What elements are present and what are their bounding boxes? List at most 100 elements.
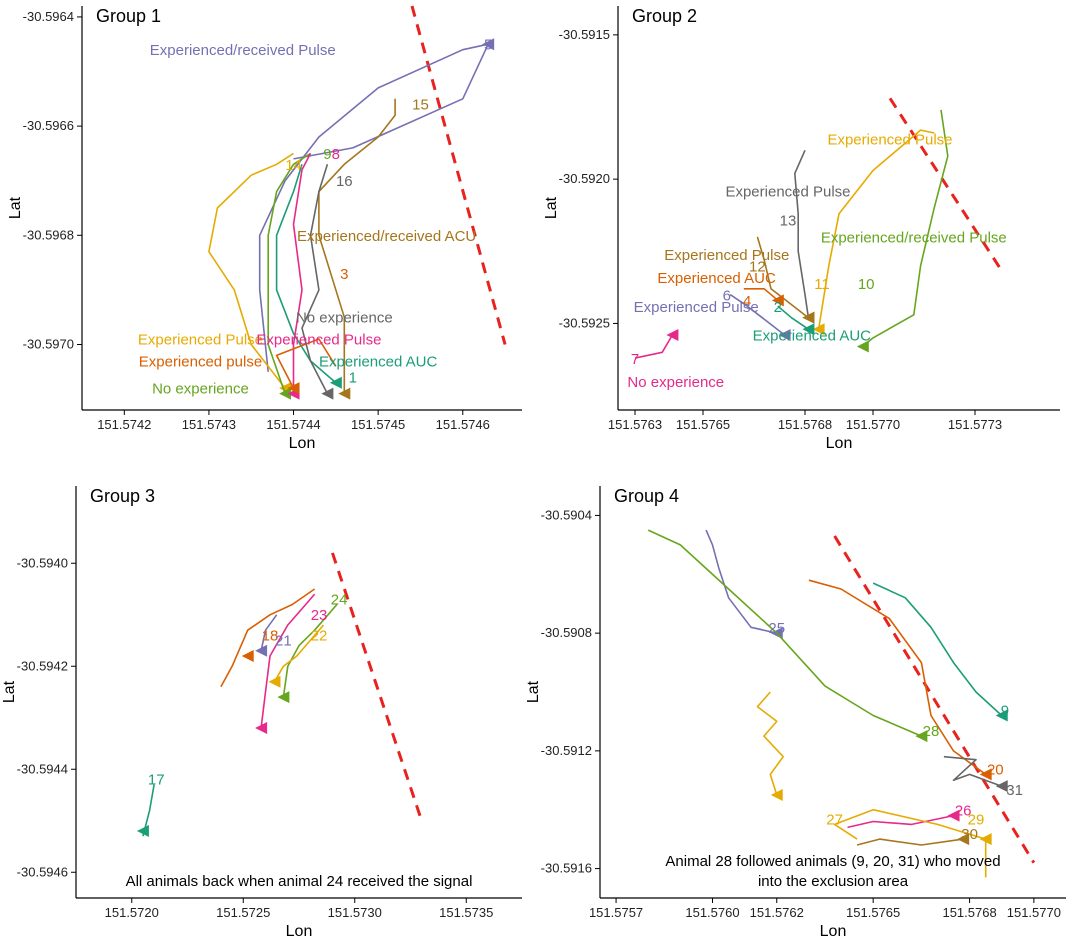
x-tick-label: 151.5760 bbox=[685, 905, 739, 920]
x-tick-label: 151.5742 bbox=[97, 417, 151, 432]
animal-track bbox=[856, 838, 964, 846]
track-end-marker bbox=[995, 780, 1008, 793]
x-tick-label: 151.5773 bbox=[948, 417, 1002, 432]
y-tick-label: -30.5946 bbox=[17, 864, 68, 879]
exclusion-boundary-line bbox=[833, 535, 1036, 864]
track-end-marker bbox=[255, 644, 268, 657]
track-end-marker bbox=[856, 340, 869, 353]
animal-track bbox=[220, 588, 316, 688]
panel-1: 151.5742 151.5743 151.5744 151.5745 151.5746… bbox=[7, 5, 522, 452]
track-end-marker bbox=[241, 649, 254, 662]
animal-id-label: 24 bbox=[331, 591, 348, 608]
animal-id-label: 16 bbox=[336, 173, 353, 190]
group-annotation: Experienced Pulse bbox=[634, 299, 759, 316]
panel-title: Group 4 bbox=[614, 486, 679, 506]
animal-id-label: 17 bbox=[148, 772, 165, 789]
animal-id-label: 4 bbox=[743, 293, 751, 310]
animal-track bbox=[208, 152, 294, 389]
exclusion-boundary-line bbox=[331, 552, 424, 822]
y-tick-label: -30.5920 bbox=[559, 171, 610, 186]
panel-note: into the exclusion area bbox=[758, 873, 909, 890]
animal-id-label: 20 bbox=[987, 761, 1004, 778]
track-end-marker bbox=[255, 722, 268, 735]
track-end-marker bbox=[947, 809, 960, 822]
panel-title: Group 2 bbox=[632, 6, 697, 26]
animal-track bbox=[872, 582, 1003, 717]
animal-track bbox=[847, 814, 954, 829]
y-axis-title: Lat bbox=[1, 680, 18, 703]
animal-id-label: 25 bbox=[768, 620, 785, 637]
animal-id-label: 22 bbox=[311, 628, 328, 645]
track-end-marker bbox=[979, 833, 992, 846]
y-tick-label: -30.5908 bbox=[541, 625, 592, 640]
track-end-marker bbox=[770, 789, 783, 801]
y-tick-label: -30.5912 bbox=[541, 743, 592, 758]
x-tick-label: 151.5762 bbox=[750, 905, 804, 920]
track-end-marker bbox=[321, 387, 334, 400]
animal-track bbox=[260, 614, 278, 651]
animal-id-label: 15 bbox=[412, 97, 429, 114]
track-end-marker bbox=[771, 294, 784, 307]
track-end-marker bbox=[979, 768, 992, 781]
animal-id-label: 10 bbox=[858, 276, 875, 293]
x-tick-label: 151.5746 bbox=[436, 417, 490, 432]
group-annotation: Experienced Pulse bbox=[256, 331, 381, 348]
exclusion-boundary-line bbox=[888, 97, 1004, 273]
x-tick-label: 151.5768 bbox=[778, 417, 832, 432]
animal-id-label: 11 bbox=[814, 276, 830, 293]
track-end-marker bbox=[136, 825, 149, 838]
track-end-marker bbox=[957, 833, 970, 846]
track-end-marker bbox=[268, 675, 281, 688]
x-tick-label: 151.5770 bbox=[846, 417, 900, 432]
track-end-marker bbox=[812, 323, 825, 336]
y-tick-label: -30.5968 bbox=[23, 227, 74, 242]
animal-id-label: 9 bbox=[1001, 703, 1009, 720]
animal-id-label: 1 bbox=[349, 370, 357, 387]
y-tick-label: -30.5942 bbox=[17, 658, 68, 673]
animal-id-label: 6 bbox=[723, 287, 731, 304]
animal-id-label: 7 bbox=[631, 351, 639, 368]
animal-track bbox=[729, 293, 786, 336]
track-end-marker bbox=[915, 730, 928, 743]
track-end-marker bbox=[778, 328, 791, 341]
animal-track bbox=[833, 808, 987, 878]
track-end-marker bbox=[338, 387, 351, 400]
group-annotation: No experience bbox=[152, 381, 249, 398]
x-tick-label: 151.5757 bbox=[589, 905, 643, 920]
exclusion-boundary-line bbox=[410, 5, 507, 345]
panel-note: All animals back when animal 24 received… bbox=[126, 873, 473, 890]
track-end-marker bbox=[482, 38, 495, 51]
panel-4: 151.5757 151.5760 151.5762 151.5765 151.5768… bbox=[525, 486, 1066, 936]
x-tick-label: 151.5725 bbox=[216, 905, 270, 920]
x-axis-title: Lon bbox=[820, 923, 847, 936]
y-tick-label: -30.5915 bbox=[559, 27, 610, 42]
animal-id-label: 27 bbox=[826, 811, 843, 828]
animal-id-label: 2 bbox=[774, 299, 782, 316]
x-tick-label: 151.5730 bbox=[328, 905, 382, 920]
group-annotation: No experience bbox=[627, 374, 724, 391]
animal-id-label: 3 bbox=[340, 266, 348, 283]
x-tick-label: 151.5765 bbox=[676, 417, 730, 432]
x-tick-label: 151.5770 bbox=[1007, 905, 1061, 920]
animal-id-label: 30 bbox=[961, 826, 978, 843]
track-end-marker bbox=[666, 328, 679, 341]
animal-track bbox=[282, 603, 338, 698]
animal-track bbox=[318, 98, 396, 394]
x-tick-label: 151.5744 bbox=[266, 417, 320, 432]
track-end-marker bbox=[995, 709, 1008, 722]
animal-id-label: 12 bbox=[749, 258, 766, 275]
animal-track bbox=[793, 149, 810, 318]
animal-track bbox=[260, 593, 316, 729]
panel-note: Animal 28 followed animals (9, 20, 31) w… bbox=[665, 853, 1000, 870]
animal-track bbox=[743, 287, 779, 301]
track-end-marker bbox=[287, 382, 300, 395]
animal-track bbox=[647, 529, 922, 737]
y-tick-label: -30.5904 bbox=[541, 507, 592, 522]
y-tick-label: -30.5916 bbox=[541, 861, 592, 876]
group-annotation: Experienced Pulse bbox=[827, 132, 952, 149]
animal-track bbox=[808, 579, 987, 776]
animal-id-label: 26 bbox=[955, 803, 972, 820]
animal-track bbox=[777, 305, 809, 330]
x-tick-label: 151.5743 bbox=[182, 417, 236, 432]
